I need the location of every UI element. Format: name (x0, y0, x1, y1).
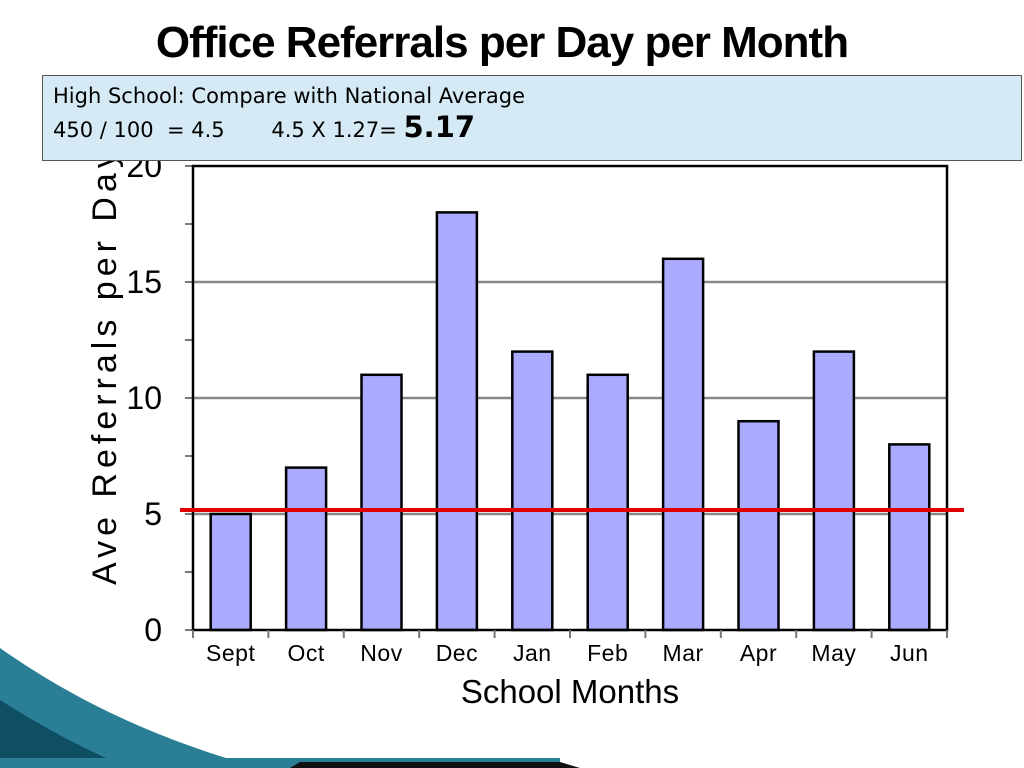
bar-oct (284, 466, 328, 632)
x-tick-label: Apr (740, 640, 777, 666)
info-box-line1: High School: Compare with National Avera… (53, 84, 525, 108)
x-axis-title: School Months (461, 673, 679, 710)
info-box-line2: 450 / 100 = 4.5 4.5 X 1.27= 5.17 (53, 110, 1021, 147)
bar-sept (209, 512, 252, 632)
x-tick-label: Dec (436, 640, 478, 666)
x-tick-label: Nov (360, 640, 402, 666)
bar-dec (435, 211, 479, 632)
x-tick-label: May (811, 640, 856, 666)
x-tick-label: Oct (287, 640, 324, 666)
slide-title: Office Referrals per Day per Month (155, 18, 849, 67)
info-box: High School: Compare with National Avera… (42, 75, 1022, 161)
bar-jun (888, 443, 931, 632)
info-box-result: 5.17 (403, 110, 476, 144)
x-tick-label: Jun (890, 640, 929, 666)
y-axis-title: Ave Referrals per Day (86, 146, 124, 585)
y-tick-label: 5 (144, 496, 162, 532)
y-tick-label: 15 (126, 264, 162, 300)
x-tick-label: Jan (513, 640, 552, 666)
bar-feb (586, 373, 629, 632)
x-tick-label: Sept (206, 640, 255, 666)
bar-jan (511, 350, 554, 632)
bar-nov (360, 373, 403, 632)
info-box-calculation: 450 / 100 = 4.5 4.5 X 1.27= (53, 118, 404, 142)
x-tick-label: Mar (663, 640, 704, 666)
bar-may (812, 350, 856, 632)
bar-mar (661, 257, 705, 632)
y-tick-label: 0 (144, 612, 162, 648)
x-tick-label: Feb (587, 640, 628, 666)
y-tick-label: 10 (126, 380, 162, 416)
bar-apr (737, 419, 780, 632)
